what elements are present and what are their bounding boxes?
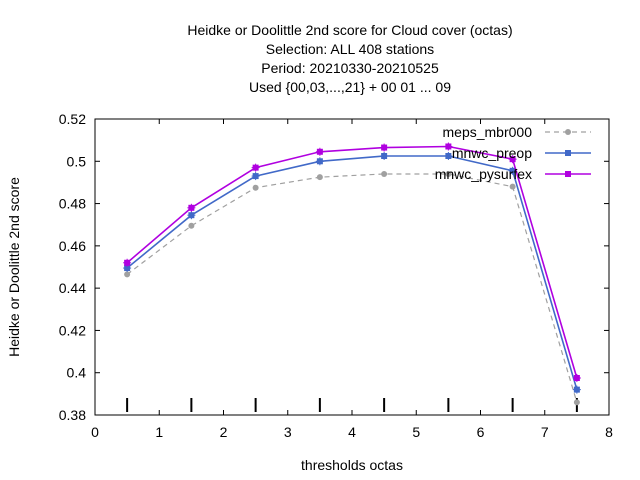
y-tick-label: 0.38 xyxy=(59,407,86,423)
legend-label-mnwc_preop: mnwc_preop xyxy=(452,145,532,161)
data-point xyxy=(316,174,323,181)
x-tick-label: 7 xyxy=(541,424,549,440)
series-line-mnwc_preop xyxy=(126,155,578,390)
title-line: Used {00,03,...,21} + 00 01 ... 09 xyxy=(249,79,451,95)
data-point xyxy=(124,271,131,278)
y-tick-label: 0.52 xyxy=(59,111,86,127)
x-tick-label: 0 xyxy=(91,424,99,440)
legend-marker xyxy=(565,129,571,135)
plot-area xyxy=(94,118,610,416)
title-line: Heidke or Doolittle 2nd score for Cloud … xyxy=(187,22,512,38)
y-tick-label: 0.44 xyxy=(59,280,86,296)
plot-frame xyxy=(94,118,610,416)
x-tick-label: 6 xyxy=(477,424,485,440)
x-tick-label: 2 xyxy=(220,424,228,440)
data-point xyxy=(445,170,452,177)
chart-title: Heidke or Doolittle 2nd score for Cloud … xyxy=(187,22,512,95)
x-axis-label: thresholds octas xyxy=(301,457,403,473)
series-lines xyxy=(123,142,581,406)
y-tick-label: 0.4 xyxy=(67,365,87,381)
data-point xyxy=(573,399,580,406)
x-tick-label: 1 xyxy=(155,424,163,440)
y-tick-label: 0.5 xyxy=(67,153,87,169)
title-line: Selection: ALL 408 stations xyxy=(266,41,434,57)
legend-marker xyxy=(565,150,571,156)
y-tick-label: 0.46 xyxy=(59,238,86,254)
legend-marker xyxy=(565,171,571,177)
x-tick-label: 8 xyxy=(605,424,613,440)
data-point xyxy=(252,184,259,191)
legend-label-mnwc_pysurfex: mnwc_pysurfex xyxy=(435,166,532,182)
y-tick-label: 0.48 xyxy=(59,196,86,212)
axis-ticks: 0 1 2 3 4 5 6 7 8 0.38 0.4 0.42 0.44 0.46 0.48 0.5 0.52 xyxy=(59,111,613,440)
legend: meps_mbr000 mnwc_preop mnwc_pysurfex xyxy=(435,124,591,182)
y-axis-label: Heidke or Doolittle 2nd score xyxy=(6,177,22,357)
x-tick-label: 4 xyxy=(348,424,356,440)
threshold-markers xyxy=(126,398,578,412)
data-point xyxy=(381,170,388,177)
series-line-mnwc_pysurfex xyxy=(126,145,578,379)
title-line: Period: 20210330-20210525 xyxy=(261,60,439,76)
y-tick-label: 0.42 xyxy=(59,322,86,338)
x-tick-label: 5 xyxy=(412,424,420,440)
data-point xyxy=(188,222,195,229)
legend-label-meps_mbr000: meps_mbr000 xyxy=(443,124,533,140)
series-line-meps_mbr000 xyxy=(126,173,578,403)
x-tick-label: 3 xyxy=(284,424,292,440)
data-point xyxy=(509,183,516,190)
